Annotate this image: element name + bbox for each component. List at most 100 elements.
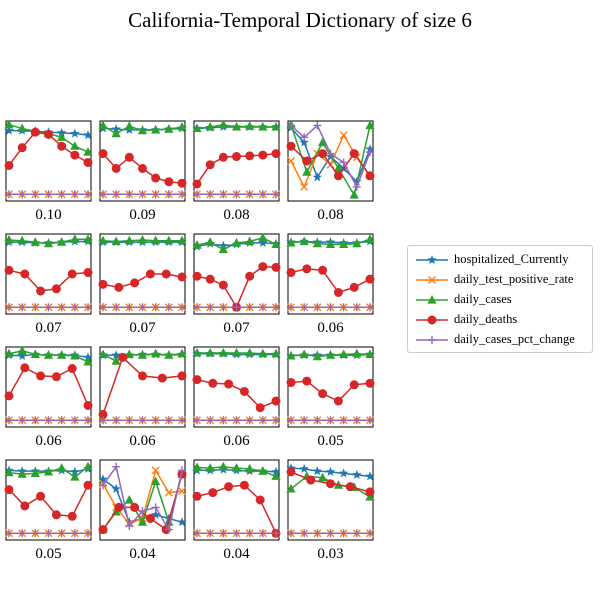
data-point bbox=[339, 239, 349, 248]
subplot-panel: 0.07 bbox=[98, 233, 187, 336]
data-point bbox=[137, 125, 148, 135]
data-point bbox=[4, 485, 14, 495]
data-point bbox=[313, 416, 322, 425]
data-point bbox=[157, 373, 167, 383]
data-point bbox=[218, 280, 228, 290]
data-point bbox=[138, 371, 147, 381]
data-point bbox=[84, 303, 92, 312]
data-point bbox=[325, 350, 336, 359]
data-point bbox=[30, 127, 40, 137]
data-point bbox=[192, 347, 202, 357]
data-point bbox=[339, 349, 349, 359]
data-point bbox=[17, 345, 27, 355]
data-point bbox=[151, 503, 160, 512]
data-point bbox=[333, 163, 343, 172]
data-point bbox=[138, 163, 147, 173]
subplot-panel: 0.08 bbox=[286, 119, 375, 223]
data-point bbox=[151, 190, 160, 199]
data-point bbox=[51, 372, 61, 382]
data-point bbox=[57, 416, 66, 425]
data-point bbox=[70, 529, 79, 538]
legend-label: daily_cases bbox=[454, 292, 512, 306]
data-point bbox=[300, 416, 309, 425]
data-point bbox=[302, 376, 312, 386]
data-point bbox=[239, 480, 249, 490]
data-point bbox=[67, 511, 77, 521]
data-point bbox=[313, 529, 322, 538]
data-point bbox=[130, 502, 140, 512]
data-point bbox=[83, 461, 93, 471]
data-point bbox=[70, 141, 80, 150]
data-point bbox=[114, 502, 124, 512]
data-point bbox=[177, 121, 187, 131]
data-point bbox=[245, 303, 254, 312]
data-point bbox=[286, 483, 296, 493]
data-point bbox=[17, 143, 27, 153]
subplot-panel: 0.08 bbox=[192, 119, 281, 223]
data-point bbox=[232, 190, 241, 199]
data-point bbox=[286, 378, 296, 388]
data-point bbox=[18, 190, 27, 199]
subplot-panel: 0.06 bbox=[98, 346, 187, 449]
data-point bbox=[70, 234, 80, 243]
data-point bbox=[365, 487, 375, 497]
data-point bbox=[193, 190, 201, 199]
data-point bbox=[271, 348, 281, 358]
data-point bbox=[57, 237, 67, 246]
data-point bbox=[125, 521, 134, 530]
data-point bbox=[83, 157, 93, 167]
data-point bbox=[258, 150, 268, 160]
data-point bbox=[272, 529, 280, 538]
subplot-label: 0.07 bbox=[129, 320, 156, 336]
data-point bbox=[178, 190, 186, 199]
data-point bbox=[177, 235, 187, 245]
data-point bbox=[5, 190, 13, 199]
data-point bbox=[164, 190, 173, 199]
data-point bbox=[20, 501, 30, 511]
data-point bbox=[365, 378, 375, 388]
data-point bbox=[150, 509, 161, 519]
subplot-label: 0.07 bbox=[35, 320, 62, 336]
data-point bbox=[192, 240, 202, 249]
data-point bbox=[51, 510, 61, 520]
data-point bbox=[318, 149, 328, 159]
data-point bbox=[84, 190, 92, 199]
data-point bbox=[57, 141, 67, 151]
data-point bbox=[111, 236, 121, 246]
figure-title: California-Temporal Dictionary of size 6 bbox=[128, 8, 472, 32]
data-point bbox=[333, 288, 343, 297]
data-point bbox=[345, 482, 355, 492]
data-point bbox=[164, 488, 173, 497]
data-point bbox=[258, 466, 268, 475]
data-point bbox=[205, 237, 215, 246]
data-point bbox=[44, 529, 53, 538]
data-point bbox=[272, 303, 280, 312]
data-point bbox=[161, 269, 171, 279]
data-point bbox=[177, 348, 187, 358]
legend-item: hospitalized_Currently bbox=[414, 251, 592, 269]
data-point bbox=[31, 529, 40, 538]
data-point bbox=[339, 158, 348, 167]
data-point bbox=[271, 121, 281, 131]
data-point bbox=[349, 190, 359, 199]
data-point bbox=[286, 350, 296, 360]
legend-marker-plus bbox=[416, 336, 448, 344]
data-point bbox=[287, 529, 295, 538]
legend-item: daily_cases_pct_change bbox=[414, 331, 592, 349]
data-point bbox=[352, 303, 361, 312]
data-point bbox=[70, 303, 79, 312]
data-point bbox=[299, 236, 309, 246]
data-point bbox=[83, 130, 93, 140]
data-point bbox=[177, 371, 187, 381]
data-point bbox=[44, 190, 53, 199]
data-point bbox=[4, 234, 14, 244]
data-point bbox=[70, 150, 80, 160]
data-point bbox=[245, 416, 254, 425]
data-point bbox=[164, 124, 174, 133]
data-point bbox=[51, 284, 61, 294]
data-point bbox=[70, 472, 80, 481]
data-point bbox=[219, 190, 228, 199]
data-point bbox=[352, 469, 362, 479]
data-point bbox=[17, 235, 27, 245]
data-point bbox=[258, 348, 268, 358]
